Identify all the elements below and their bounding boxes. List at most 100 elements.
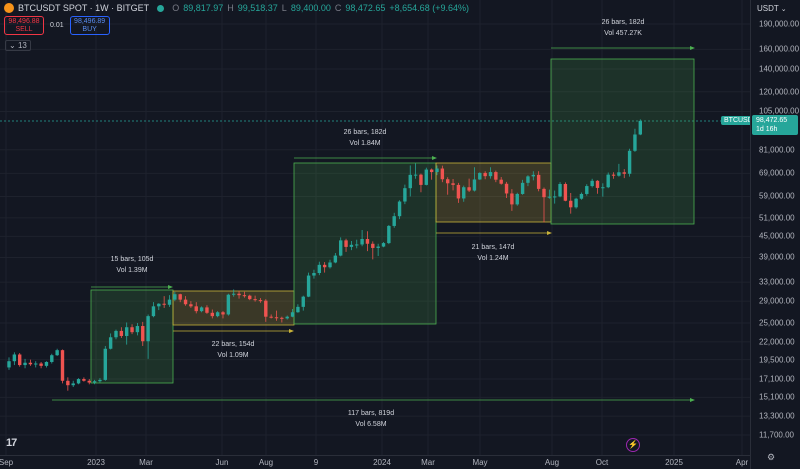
candle[interactable] xyxy=(397,200,402,220)
candle[interactable] xyxy=(472,167,477,192)
candle[interactable] xyxy=(413,163,418,179)
candle[interactable] xyxy=(194,302,198,314)
candle[interactable] xyxy=(71,380,75,388)
candle[interactable] xyxy=(135,323,140,336)
candle[interactable] xyxy=(280,316,284,323)
candle[interactable] xyxy=(12,352,17,366)
candle[interactable] xyxy=(232,289,236,297)
candle[interactable] xyxy=(55,348,59,356)
candle[interactable] xyxy=(82,377,86,382)
sell-button[interactable]: 98,496.88 SELL xyxy=(4,16,44,35)
candle[interactable] xyxy=(462,185,466,202)
candle[interactable] xyxy=(542,187,546,223)
candle[interactable] xyxy=(617,163,621,177)
candle[interactable] xyxy=(601,183,605,197)
candle[interactable] xyxy=(504,181,509,198)
settings-icon[interactable]: ⚙ xyxy=(767,452,776,462)
candle[interactable] xyxy=(301,295,305,311)
candle[interactable] xyxy=(558,182,562,198)
indicators-toggle[interactable]: ⌄ 13 xyxy=(5,40,31,51)
candle[interactable] xyxy=(28,359,33,366)
range-box-2[interactable] xyxy=(172,290,295,326)
candle[interactable] xyxy=(483,171,487,180)
candle[interactable] xyxy=(248,294,252,301)
candle[interactable] xyxy=(264,299,268,322)
candle[interactable] xyxy=(419,173,423,193)
candle[interactable] xyxy=(146,314,150,359)
candle[interactable] xyxy=(360,229,364,247)
candle[interactable] xyxy=(23,358,27,369)
candle[interactable] xyxy=(579,192,584,200)
time-scale[interactable]: Sep 2023 Mar Jun Aug 9 2024 Mar May Aug Oct 2025 Apr xyxy=(0,455,750,469)
candle[interactable] xyxy=(456,182,461,203)
candle[interactable] xyxy=(569,192,573,214)
candle[interactable] xyxy=(119,327,124,338)
candle[interactable] xyxy=(317,261,321,276)
candle[interactable] xyxy=(526,175,530,187)
candle[interactable] xyxy=(392,212,396,228)
candle[interactable] xyxy=(221,311,225,319)
candle[interactable] xyxy=(125,322,129,345)
candle[interactable] xyxy=(403,184,407,205)
candle[interactable] xyxy=(387,225,391,245)
candle[interactable] xyxy=(547,189,552,199)
candle[interactable] xyxy=(494,170,498,183)
candle[interactable] xyxy=(499,177,503,185)
candle[interactable] xyxy=(114,329,118,340)
candle[interactable] xyxy=(520,179,525,195)
candle[interactable] xyxy=(108,333,113,350)
candle[interactable] xyxy=(87,379,91,385)
candle[interactable] xyxy=(103,345,107,381)
candle[interactable] xyxy=(178,293,182,303)
candle[interactable] xyxy=(574,197,578,209)
market-status-icon[interactable] xyxy=(157,4,165,12)
price-scale[interactable]: USDT ⌄ 190,000.00 160,000.00 140,000.00 120,… xyxy=(750,0,800,469)
candle[interactable] xyxy=(440,165,445,183)
candle[interactable] xyxy=(199,306,204,313)
candle[interactable] xyxy=(189,301,193,308)
candle[interactable] xyxy=(50,353,54,364)
symbol-title[interactable]: BTCUSDT SPOT · 1W · BITGET xyxy=(18,3,150,13)
candle[interactable] xyxy=(563,182,568,202)
candle[interactable] xyxy=(274,310,279,321)
candle[interactable] xyxy=(585,184,589,196)
chart-canvas[interactable]: 15 bars, 105d Vol 1.39M 22 bars, 154d Vo… xyxy=(0,0,761,455)
candle[interactable] xyxy=(215,311,220,318)
range-box-4[interactable] xyxy=(435,162,552,223)
candle[interactable] xyxy=(627,148,632,177)
candle[interactable] xyxy=(536,171,541,192)
range-box-3[interactable] xyxy=(293,162,437,325)
candle[interactable] xyxy=(7,357,11,370)
candle[interactable] xyxy=(92,379,97,385)
candle[interactable] xyxy=(446,177,450,195)
candle[interactable] xyxy=(312,269,316,279)
candle[interactable] xyxy=(638,119,642,136)
candle[interactable] xyxy=(130,324,134,335)
candle[interactable] xyxy=(355,239,359,249)
candle[interactable] xyxy=(162,296,166,308)
candle[interactable] xyxy=(290,308,295,318)
candle[interactable] xyxy=(205,305,209,314)
candle[interactable] xyxy=(606,172,610,189)
candle[interactable] xyxy=(595,180,600,194)
candle[interactable] xyxy=(18,353,22,367)
candle[interactable] xyxy=(590,178,594,188)
candle[interactable] xyxy=(328,259,332,269)
candle[interactable] xyxy=(60,349,65,384)
candle[interactable] xyxy=(226,293,231,316)
candle[interactable] xyxy=(515,192,519,206)
candle[interactable] xyxy=(451,179,455,191)
candle[interactable] xyxy=(333,253,338,264)
candle[interactable] xyxy=(467,178,471,193)
candle[interactable] xyxy=(98,378,102,383)
candle[interactable] xyxy=(210,309,214,319)
range-box-5[interactable] xyxy=(550,58,695,225)
candle[interactable] xyxy=(173,291,177,302)
candle[interactable] xyxy=(76,378,81,385)
candle[interactable] xyxy=(429,168,434,180)
candle[interactable] xyxy=(344,238,348,252)
candle[interactable] xyxy=(349,241,354,251)
candle[interactable] xyxy=(633,128,637,152)
flash-icon[interactable]: ⚡ xyxy=(626,438,640,452)
candle[interactable] xyxy=(66,377,70,391)
